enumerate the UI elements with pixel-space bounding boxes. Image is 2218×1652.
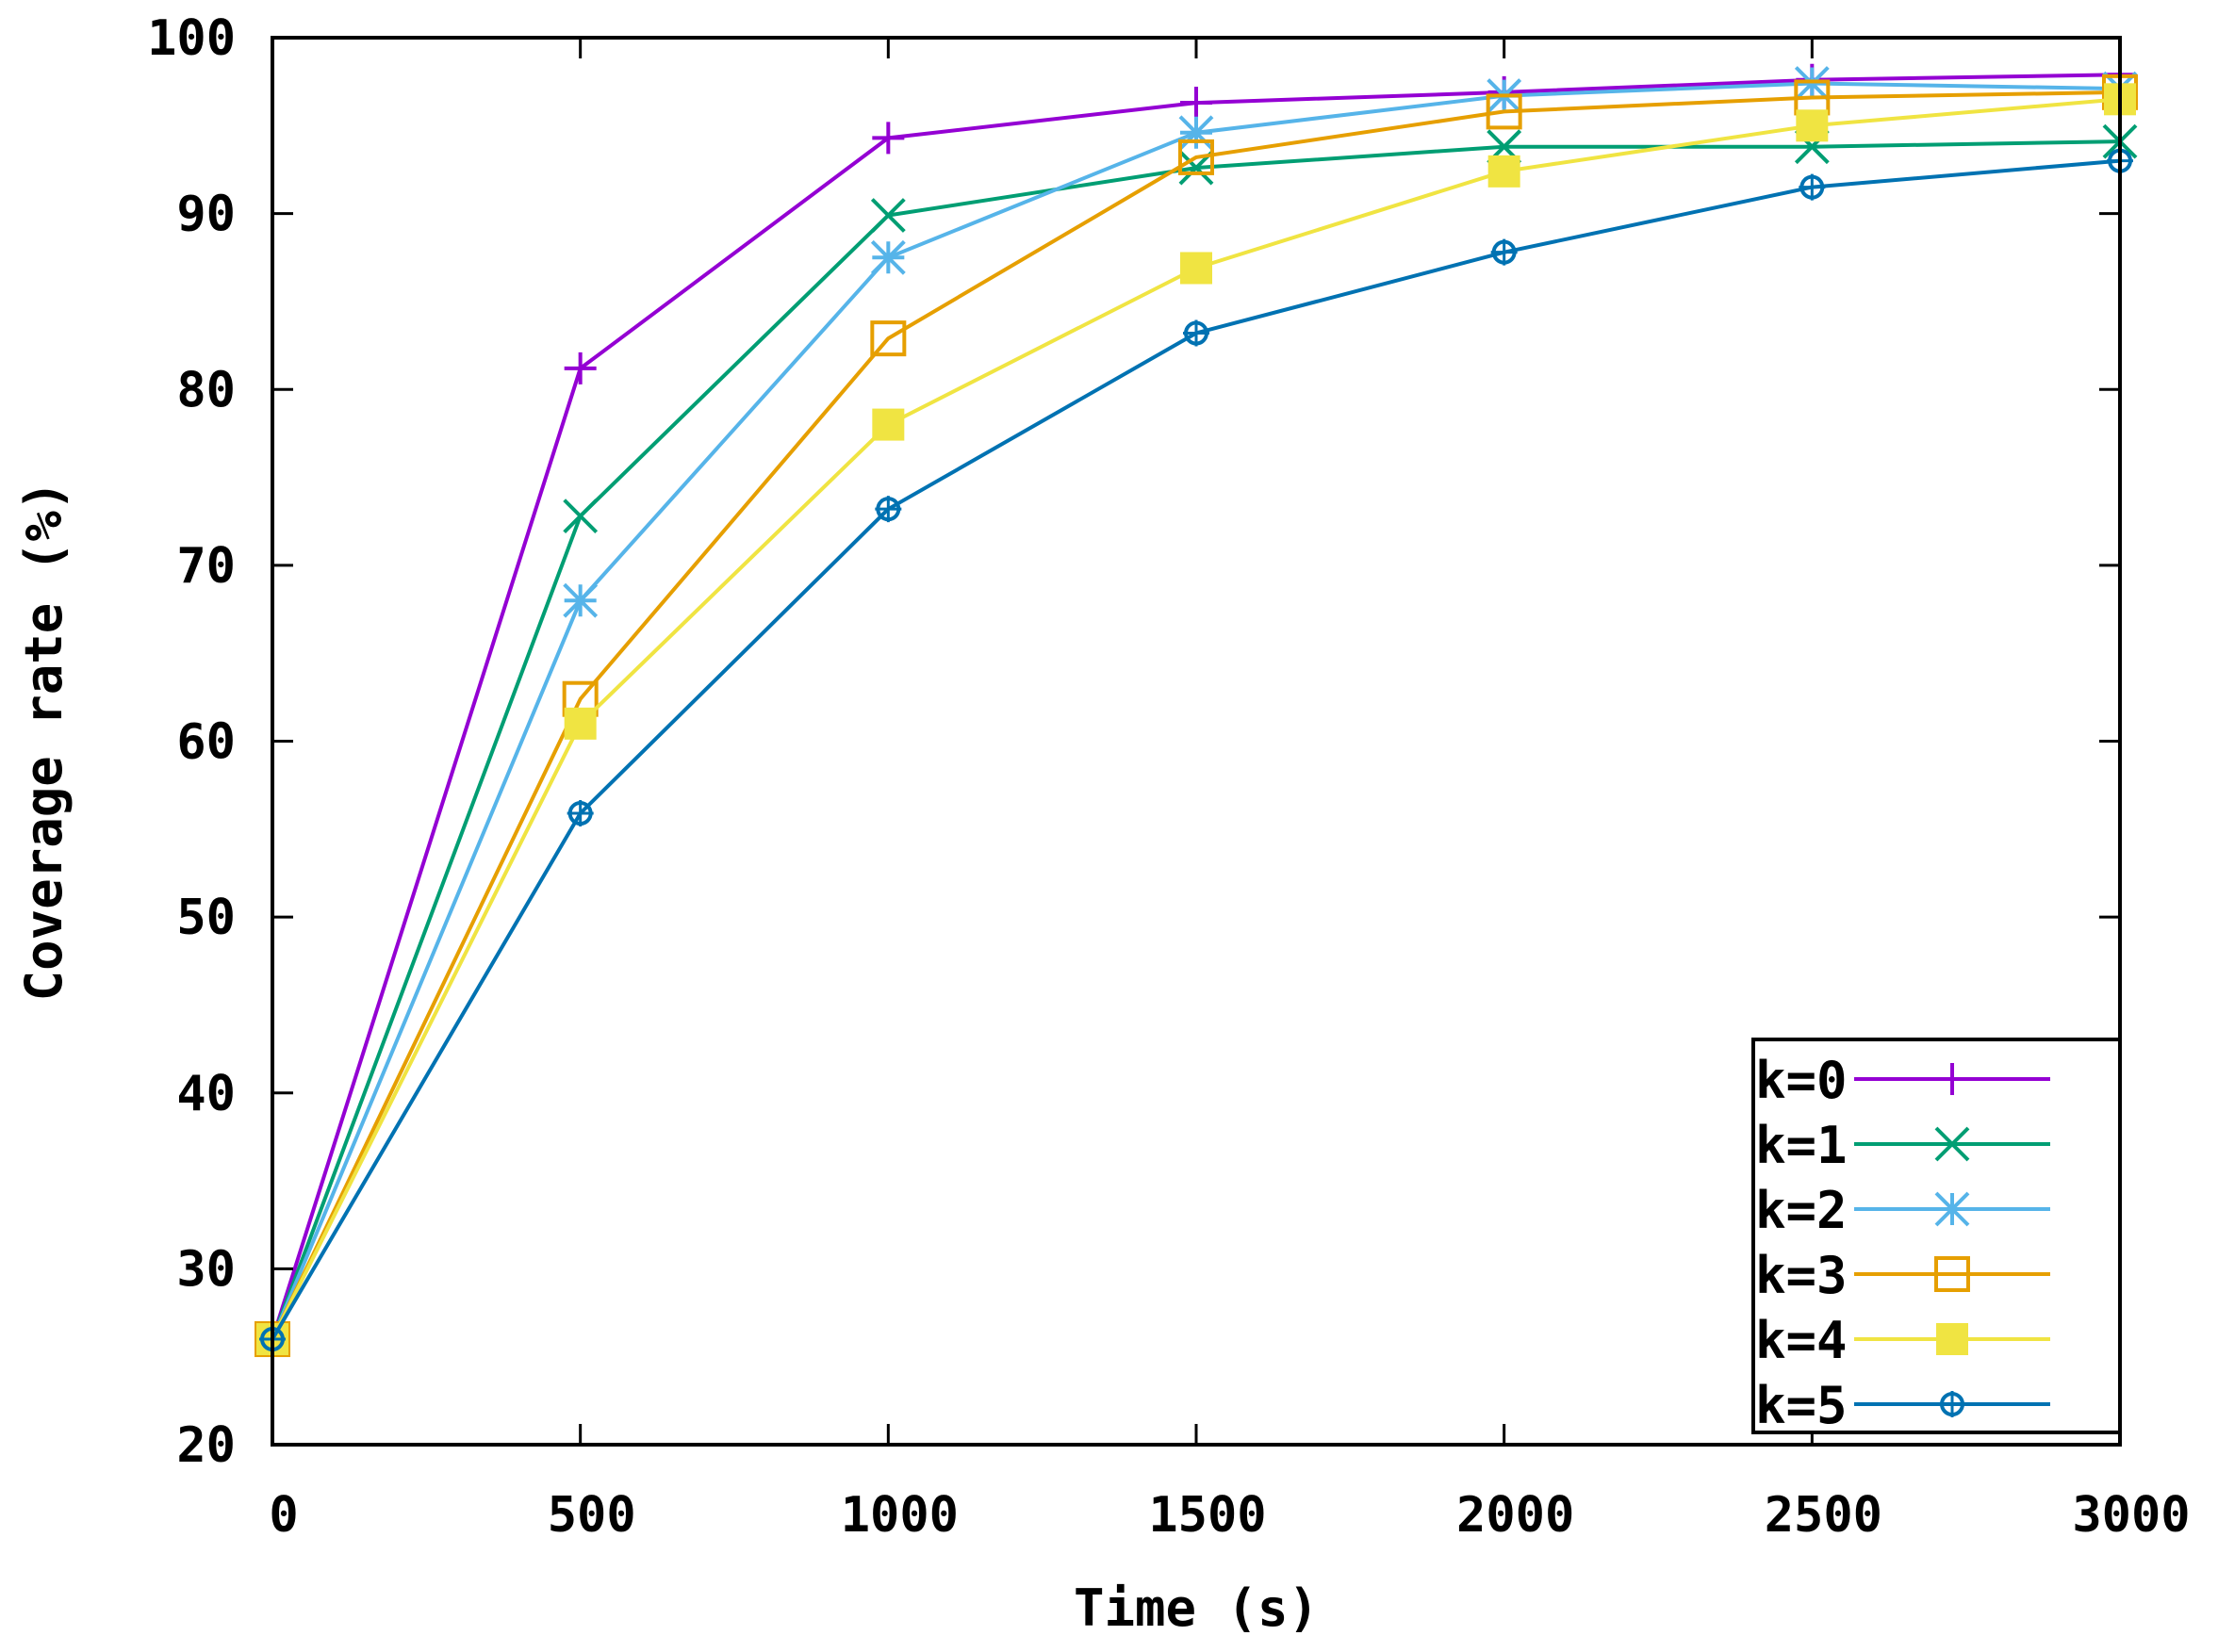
data-point <box>1178 115 1214 151</box>
data-point <box>563 499 599 534</box>
legend-label: k=2 <box>1755 1181 1848 1240</box>
y-tick-label: 80 <box>176 362 236 418</box>
y-tick-label: 100 <box>147 10 236 67</box>
data-point <box>563 582 599 618</box>
y-tick-label: 70 <box>176 538 236 595</box>
data-point <box>564 707 597 740</box>
y-tick-label: 50 <box>176 890 236 946</box>
data-point <box>1180 252 1212 285</box>
data-point <box>567 800 594 827</box>
data-point <box>875 496 902 523</box>
x-tick-label: 3000 <box>2072 1487 2190 1544</box>
series-k-5 <box>259 147 2133 1353</box>
data-point <box>1490 238 1518 266</box>
y-tick-label: 30 <box>176 1241 236 1298</box>
data-point <box>872 408 905 441</box>
x-axis-label: Time (s) <box>1074 1578 1319 1638</box>
legend-box <box>1751 1038 2122 1434</box>
data-point <box>1796 109 1829 142</box>
data-point <box>1487 155 1520 188</box>
legend-marker <box>1934 1191 1970 1227</box>
data-point <box>872 122 905 155</box>
x-tick-label: 2500 <box>1765 1487 1882 1544</box>
legend-marker <box>1934 1126 1970 1162</box>
y-tick-label: 20 <box>176 1417 236 1474</box>
data-point <box>870 320 907 357</box>
x-tick-label: 1500 <box>1148 1487 1266 1544</box>
data-point <box>564 352 597 384</box>
legend-label: k=3 <box>1755 1246 1848 1305</box>
x-tick-label: 500 <box>548 1487 636 1544</box>
series-line <box>271 90 2121 1340</box>
x-tick-label: 2000 <box>1456 1487 1574 1544</box>
data-point <box>1794 66 1830 101</box>
x-tick-label: 1000 <box>841 1487 959 1544</box>
legend-label: k=4 <box>1755 1311 1848 1370</box>
y-tick-label: 40 <box>176 1066 236 1122</box>
data-point <box>870 239 906 275</box>
y-tick-label: 90 <box>176 187 236 243</box>
legend-marker <box>1936 1323 1968 1355</box>
data-point <box>1180 87 1212 120</box>
ticks-layer: 0 500 1000 1500 2000 2500 3000 20 30 40 50 60 70 80 90… <box>147 10 2191 1544</box>
data-point <box>1486 93 1522 130</box>
data-point <box>1183 319 1209 347</box>
legend: k=0 k=1 k=2 k=3 k=4 k=5 <box>1751 1038 2122 1435</box>
legend-label: k=0 <box>1755 1051 1848 1110</box>
series-k-2 <box>255 66 2138 1357</box>
y-axis-label: Coverage rate (%) <box>14 481 74 1002</box>
data-point <box>1178 139 1214 175</box>
data-point <box>1799 173 1826 201</box>
x-tick-label: 0 <box>269 1487 298 1544</box>
legend-marker <box>1934 1256 1970 1292</box>
y-tick-label: 60 <box>176 714 236 771</box>
series-k-1 <box>255 123 2138 1357</box>
legend-marker <box>1939 1391 1965 1417</box>
legend-label: k=5 <box>1755 1376 1848 1435</box>
legend-marker <box>1936 1063 1968 1095</box>
legend-label: k=1 <box>1755 1116 1848 1175</box>
data-point <box>870 198 906 233</box>
